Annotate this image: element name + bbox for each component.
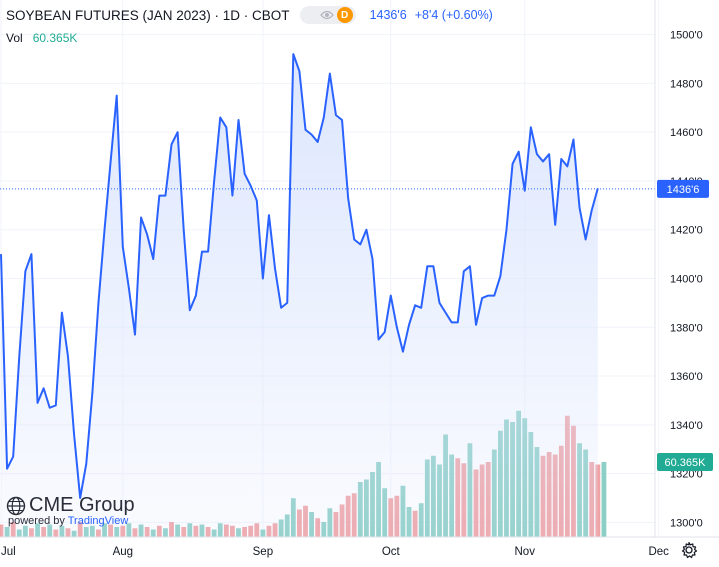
cme-group-logo[interactable]: CME Group powered by TradingView: [6, 494, 135, 527]
time-axis-tick: Sep: [253, 546, 273, 558]
price-axis-tick: 1360'0: [670, 371, 703, 383]
last-price-badge-label: 1436'6: [667, 184, 700, 196]
time-axis[interactable]: Jul Aug Sep Oct Nov Dec: [0, 536, 719, 558]
time-axis-tick: Dec: [648, 546, 669, 558]
last-price: 1436'6: [369, 8, 407, 22]
price-change: +8'4 (+0.60%): [414, 8, 493, 22]
volume-value: 60.365K: [32, 31, 78, 45]
time-axis-tick: Aug: [113, 546, 133, 558]
price-axis-tick: 1300'0: [670, 517, 703, 529]
price-axis-tick: 1400'0: [670, 274, 703, 286]
axis-badges: 1436'6 60.365K: [657, 179, 713, 471]
brand-name: CME Group: [29, 494, 135, 516]
volume-bar: [601, 462, 607, 537]
price-axis-tick: 1460'0: [670, 127, 703, 139]
last-price-badge: [657, 179, 709, 198]
logo-mark: CME Group: [6, 494, 135, 517]
price-axis-tick: 1320'0: [670, 469, 703, 481]
price-axis-tick: 1480'0: [670, 78, 703, 90]
last-volume-badge: [657, 453, 713, 471]
price-line: [0, 53, 599, 499]
price-area-fill: [1, 54, 598, 537]
volume-legend: Vol 60.365K: [6, 31, 77, 45]
eye-icon[interactable]: [319, 8, 335, 22]
globe-icon: [6, 496, 26, 515]
price-axis-tick: 1340'0: [670, 420, 703, 432]
time-axis-tick: Oct: [382, 546, 401, 558]
price-axis-tick: 1420'0: [670, 225, 703, 237]
powered-by: powered by TradingView: [8, 515, 135, 527]
price-axis[interactable]: 1500'01480'01460'01440'01420'01400'01380…: [654, 0, 703, 537]
symbol-title[interactable]: SOYBEAN FUTURES (JAN 2023) · 1D · CBOT: [6, 7, 290, 23]
legend-controls: D: [299, 6, 356, 24]
price-axis-tick: 1380'0: [670, 322, 703, 334]
tradingview-brand[interactable]: TradingView: [67, 515, 129, 527]
powered-prefix: powered by: [8, 515, 65, 527]
price-axis-tick: 1500'0: [670, 30, 703, 42]
gear-icon[interactable]: [680, 541, 698, 559]
chart-legend: SOYBEAN FUTURES (JAN 2023) · 1D · CBOT D…: [6, 6, 493, 24]
interval-badge-icon[interactable]: D: [336, 7, 353, 23]
last-volume-badge-label: 60.365K: [665, 457, 707, 469]
time-axis-tick: Jul: [1, 546, 16, 558]
volume-label[interactable]: Vol: [6, 31, 23, 45]
time-axis-tick: Nov: [515, 546, 536, 558]
